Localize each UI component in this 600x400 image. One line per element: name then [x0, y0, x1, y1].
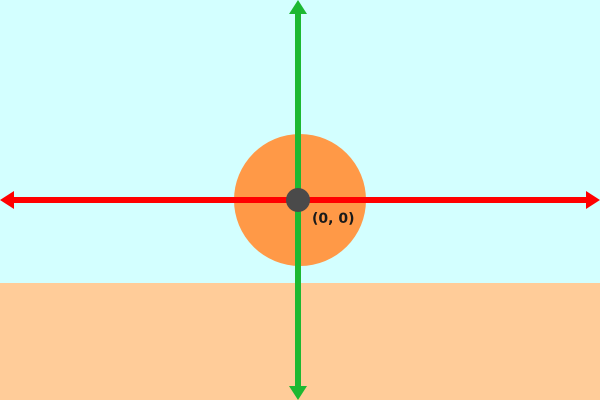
x-axis-left-arrow-icon — [0, 191, 14, 209]
y-axis-bottom-arrow-icon — [289, 386, 307, 400]
origin-point — [286, 188, 310, 212]
x-axis-right-arrow-icon — [586, 191, 600, 209]
y-axis-top-arrow-icon — [289, 0, 307, 14]
origin-label: (0, 0) — [312, 211, 354, 227]
